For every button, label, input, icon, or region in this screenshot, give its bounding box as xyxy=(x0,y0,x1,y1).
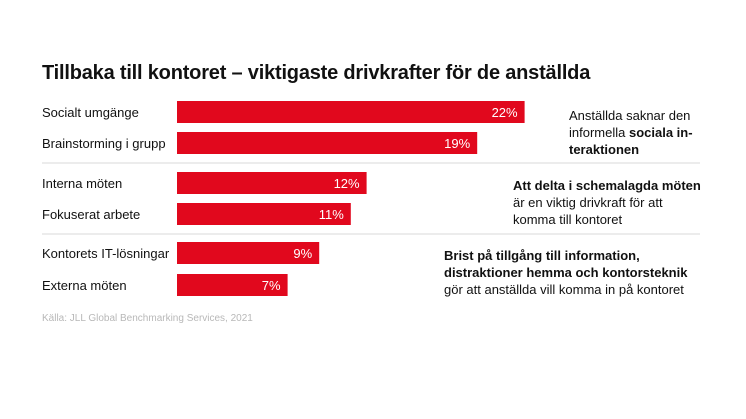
category-label: Fokuserat arbete xyxy=(42,207,140,222)
annotation-meetings-bold: Att delta i schemalagda möten xyxy=(513,178,701,193)
annotation-it-bold: Brist på tillgång till information, dist… xyxy=(444,248,688,280)
value-label: 12% xyxy=(334,176,360,191)
chart-title: Tillbaka till kontoret – viktigaste driv… xyxy=(42,62,591,84)
annotation-meetings: Att delta i schemalagda möten är en vikt… xyxy=(513,177,701,228)
bar xyxy=(177,242,320,264)
annotation-meetings-text: är en viktig drivkraft för att komma til… xyxy=(513,195,663,227)
category-label: Externa möten xyxy=(42,278,127,293)
bar xyxy=(177,132,478,154)
category-label: Socialt umgänge xyxy=(42,105,139,120)
annotation-social: Anställda saknar den informella sociala … xyxy=(569,107,709,158)
source-note: Källa: JLL Global Benchmarking Services,… xyxy=(42,313,253,324)
value-label: 7% xyxy=(262,278,281,293)
annotation-social-text: Anställda saknar den informella xyxy=(569,108,691,140)
bar xyxy=(177,274,288,296)
value-label: 9% xyxy=(293,246,312,261)
annotation-it-text: gör att anställda vill komma in på konto… xyxy=(444,282,684,297)
value-label: 11% xyxy=(319,207,344,222)
category-label: Interna möten xyxy=(42,176,122,191)
bar xyxy=(177,172,367,194)
value-label: 22% xyxy=(492,105,518,120)
category-label: Kontorets IT-lösningar xyxy=(42,246,170,261)
category-label: Brainstorming i grupp xyxy=(42,136,166,151)
annotation-social-bold: sociala in-teraktionen xyxy=(569,125,693,157)
bar xyxy=(177,101,525,123)
bar xyxy=(177,203,351,225)
value-label: 19% xyxy=(444,136,470,151)
annotation-it: Brist på tillgång till information, dist… xyxy=(444,247,702,298)
